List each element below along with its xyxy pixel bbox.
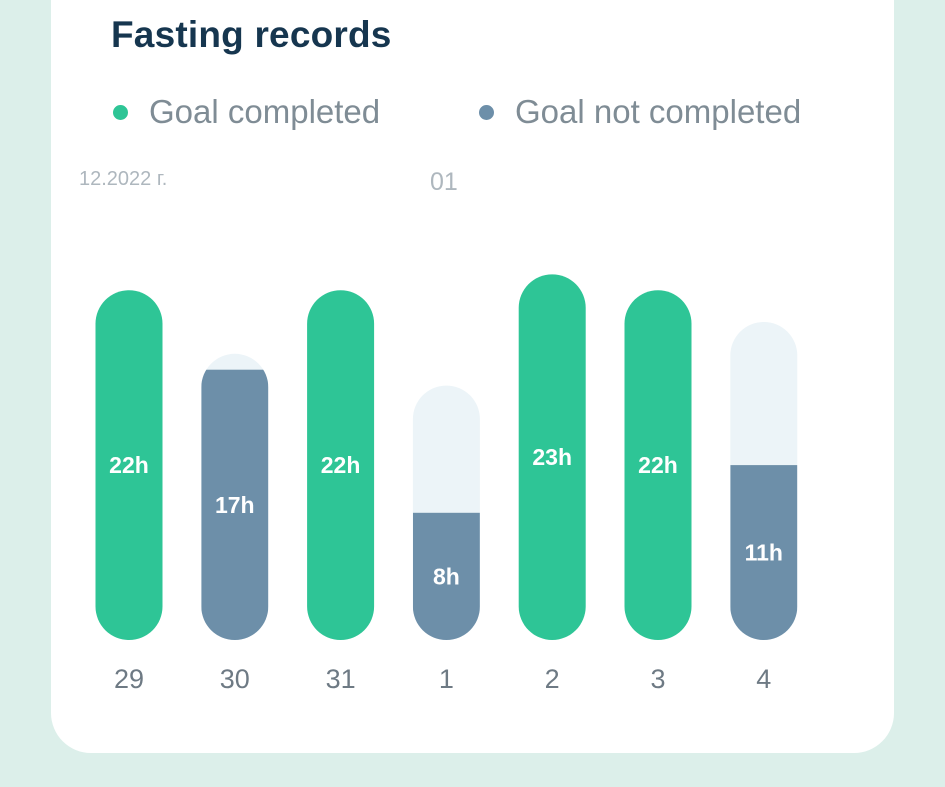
bar-fill [307,290,375,640]
legend-dot-not-completed [479,104,494,120]
legend-goal-not-completed: Goal not completed [479,92,801,132]
x-tick-label: 3 [650,664,665,694]
x-tick-label: 2 [545,664,560,694]
legend-label-not-completed: Goal not completed [515,93,802,130]
bar-value-label: 22h [321,452,361,478]
x-tick-label: 30 [220,664,250,694]
bar-group[interactable]: 22h [95,290,163,640]
month-label-december: 12.2022 г. [79,168,168,190]
bar-value-label: 17h [215,492,255,518]
bar-value-label: 11h [745,540,783,566]
x-tick-label: 29 [114,664,144,694]
legend-goal-completed: Goal completed [113,92,380,132]
x-tick-label: 1 [439,664,454,694]
bar-fill [95,290,163,640]
bar-fill [518,274,586,640]
bar-group[interactable]: 8h [412,385,480,640]
bar-value-label: 23h [532,444,572,470]
bar-group[interactable]: 22h [307,290,375,640]
legend-label-completed: Goal completed [149,93,381,130]
bar-fill [412,512,480,640]
bar-fill [730,465,798,640]
bar-fill [201,369,269,640]
legend-dot-completed [113,104,128,120]
bar-group[interactable]: 23h [518,274,586,640]
bar-group[interactable]: 22h [624,290,692,640]
x-tick-label: 31 [326,664,356,694]
bar-value-label: 22h [109,452,149,478]
bar-value-label: 22h [638,452,678,478]
x-tick-label: 4 [756,664,771,694]
bar-fill [624,290,692,640]
bar-value-label: 8h [433,563,460,589]
bar-group[interactable]: 11h [730,322,798,640]
page-title: Fasting records [111,14,392,55]
bar-group[interactable]: 17h [201,353,269,640]
month-label-january: 01 [430,168,458,196]
